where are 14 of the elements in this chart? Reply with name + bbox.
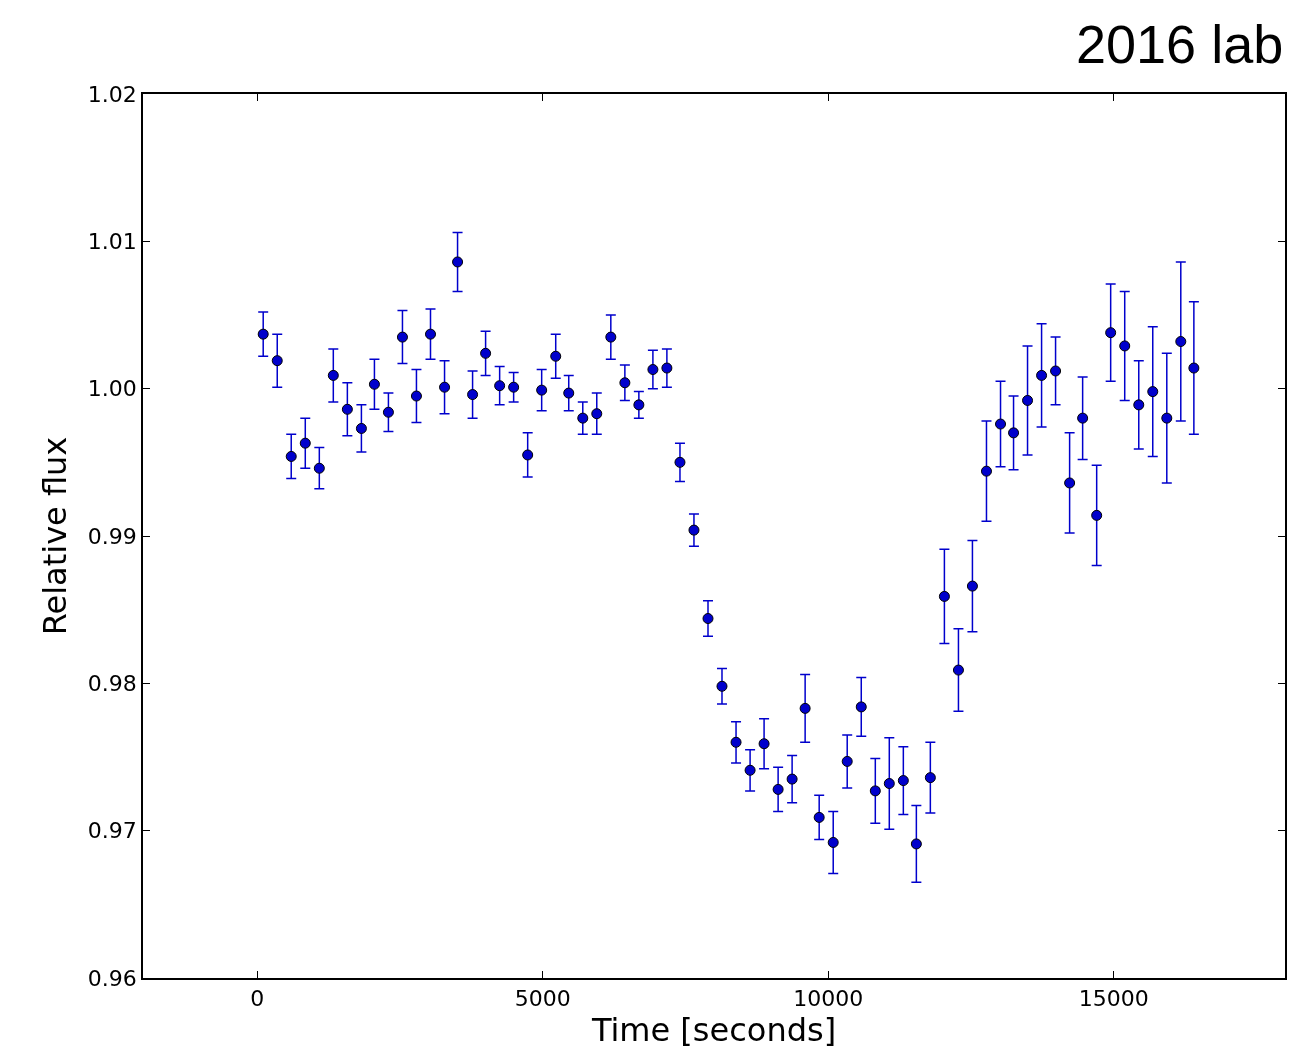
y-tick-label: 1.01 xyxy=(87,229,137,255)
x-tick-label: 15000 xyxy=(1078,986,1149,1012)
text: 2016 lab xyxy=(1076,14,1284,74)
x-tick-label: 0 xyxy=(250,986,265,1012)
y-axis-title: Relative flux xyxy=(35,436,74,636)
x-axis-title: Time [seconds] xyxy=(590,1011,837,1050)
y-tick-label: 0.99 xyxy=(87,523,137,549)
x-tick-label: 10000 xyxy=(793,986,864,1012)
x-tick-label: 5000 xyxy=(514,986,571,1012)
y-tick-label: 0.98 xyxy=(87,671,137,697)
y-tick-label: 1.02 xyxy=(87,81,137,107)
y-tick-label: 0.97 xyxy=(87,818,137,844)
y-tick-label: 1.00 xyxy=(87,376,137,402)
y-tick-label: 0.96 xyxy=(87,965,137,991)
